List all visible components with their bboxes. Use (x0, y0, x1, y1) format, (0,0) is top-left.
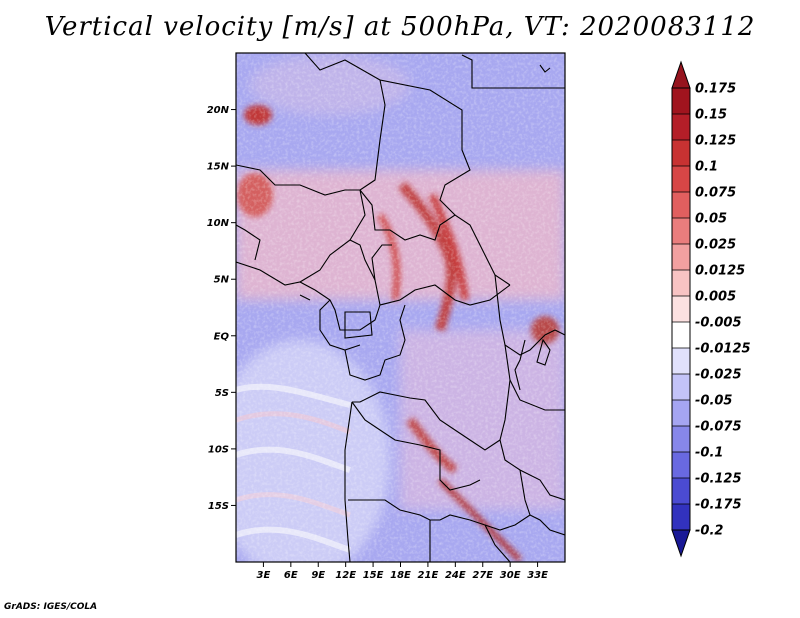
colorbar-swatch (672, 296, 690, 322)
colorbar-swatch (672, 374, 690, 400)
lon-tick-label: 21E (418, 570, 439, 581)
lon-tick-label: 3E (257, 570, 271, 581)
lat-tick-label: 15S (208, 501, 229, 512)
country-boundaries (236, 53, 565, 562)
colorbar-label: -0.0125 (695, 342, 751, 357)
lat-tick-label: EQ (214, 331, 230, 342)
colorbar-label: 0.1 (695, 160, 718, 175)
colorbar-label: -0.175 (695, 498, 742, 513)
colorbar-label: -0.05 (695, 394, 732, 409)
colorbar-swatch (672, 452, 690, 478)
colorbar-swatch (672, 218, 690, 244)
colorbar-swatch (672, 140, 690, 166)
colorbar-swatch (672, 426, 690, 452)
lat-tick-label: 20N (207, 105, 230, 116)
colorbar-label: -0.005 (695, 316, 742, 331)
colorbar-swatch (672, 270, 690, 296)
colorbar-label: 0.15 (695, 108, 727, 123)
lon-tick-label: 30E (500, 570, 521, 581)
grads-credit: GrADS: IGES/COLA (4, 602, 98, 612)
colorbar-label: -0.025 (695, 368, 742, 383)
lon-tick-label: 9E (311, 570, 325, 581)
colorbar-swatch (672, 114, 690, 140)
lon-tick-label: 18E (390, 570, 411, 581)
colorbar-label: -0.075 (695, 420, 742, 435)
colorbar-label: 0.025 (695, 238, 736, 253)
colorbar-swatch (672, 192, 690, 218)
plot-title: Vertical velocity [m/s] at 500hPa, VT: 2… (44, 12, 756, 42)
vertical-velocity-field (236, 53, 565, 562)
lon-tick-label: 24E (445, 570, 466, 581)
colorbar-swatch (672, 504, 690, 530)
colorbar-swatch (672, 348, 690, 374)
lon-tick-label: 15E (363, 570, 384, 581)
colorbar-swatch (672, 400, 690, 426)
colorbar-label: 0.05 (695, 212, 727, 227)
lon-tick-label: 27E (472, 570, 493, 581)
colorbar-swatch (672, 166, 690, 192)
lat-tick-label: 10S (208, 444, 229, 455)
colorbar-label: -0.1 (695, 446, 723, 461)
colorbar-label: 0.005 (695, 290, 736, 305)
colorbar-bottom-triangle (671, 529, 691, 558)
lat-tick-label: 5N (214, 275, 230, 286)
colorbar-label: 0.125 (695, 134, 736, 149)
colorbar-label: 0.075 (695, 186, 736, 201)
lat-tick-label: 15N (207, 162, 230, 173)
lat-tick-label: 5S (215, 388, 229, 399)
longitude-axis: 3E 6E 9E 12E 15E 18E 21E 24E 27E 30E 33E (257, 562, 548, 581)
colorbar-label: -0.125 (695, 472, 742, 487)
colorbar-label: 0.175 (695, 82, 736, 97)
latitude-axis: 20N 15N 10N 5N EQ 5S 10S 15S (207, 105, 236, 512)
lon-tick-label: 33E (527, 570, 548, 581)
lon-tick-label: 6E (284, 570, 298, 581)
colorbar-label: 0.0125 (695, 264, 745, 279)
colorbar-label: -0.2 (695, 524, 723, 539)
colorbar-swatch (672, 322, 690, 348)
colorbar-swatch (672, 478, 690, 504)
colorbar: 0.175 0.15 0.125 0.1 0.075 0.05 0.025 0.0125 0.0… (671, 60, 751, 558)
lon-tick-label: 12E (335, 570, 356, 581)
colorbar-swatch (672, 244, 690, 270)
lat-tick-label: 10N (207, 218, 230, 229)
colorbar-swatch (672, 88, 690, 114)
colorbar-top-triangle (671, 60, 691, 89)
